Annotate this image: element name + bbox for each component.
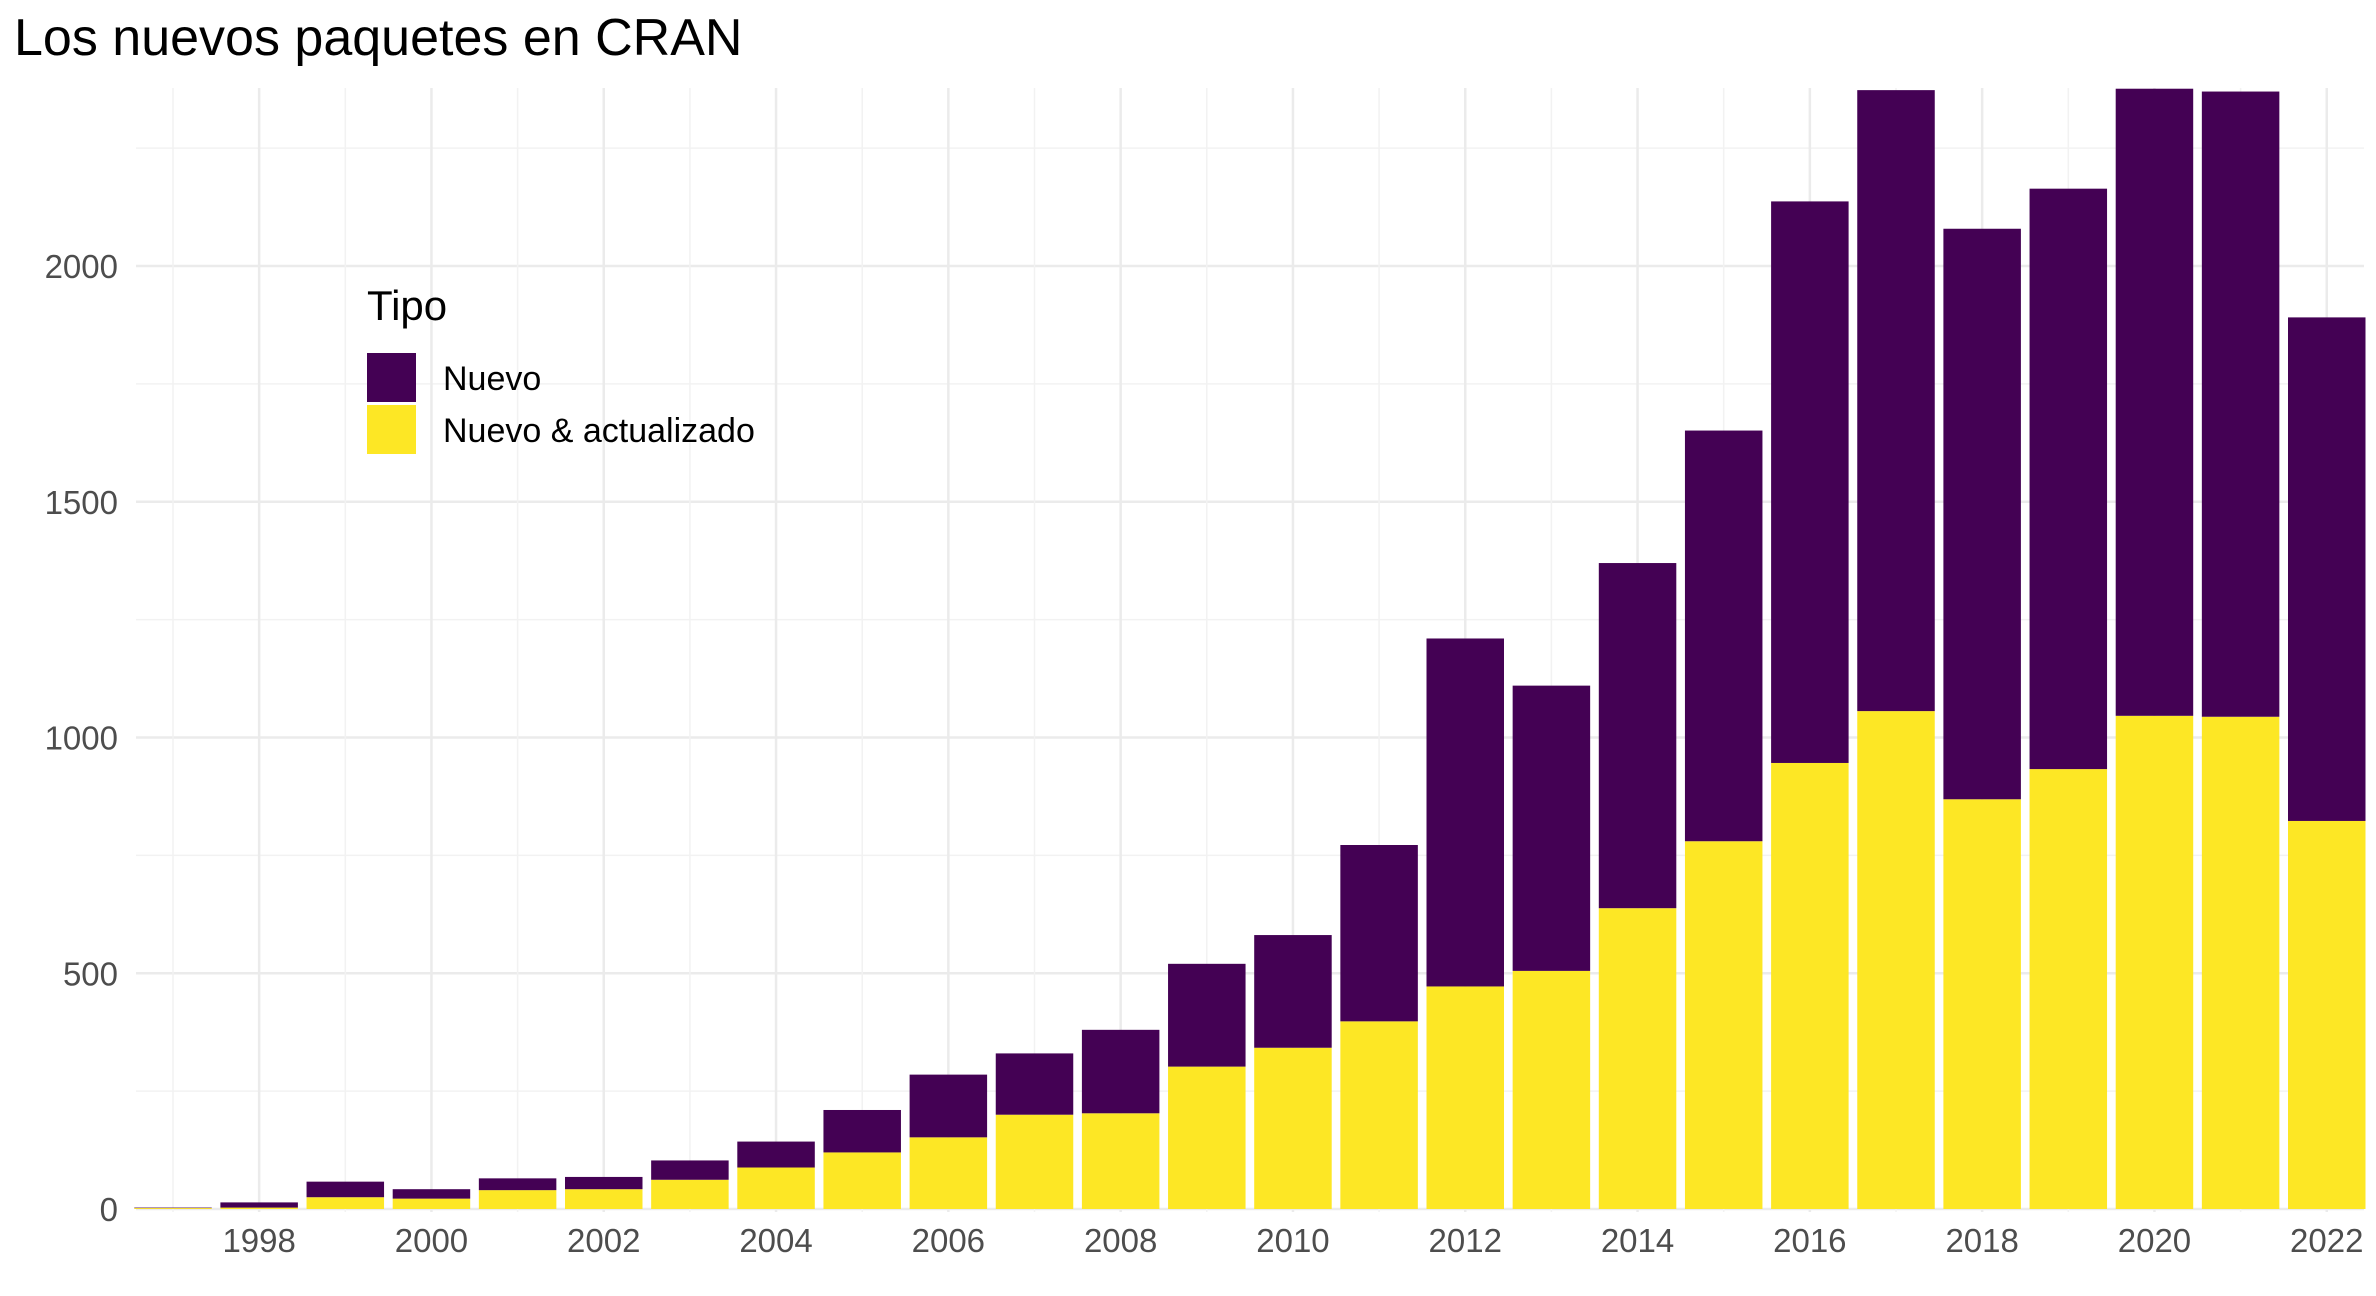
y-tick-label: 500 [63,955,118,992]
bar-segment [2288,820,2366,1209]
bar-segment [1512,685,1591,971]
bar-segment [1081,1029,1160,1114]
bar-segment [2029,188,2108,770]
y-tick-label: 0 [100,1191,118,1228]
bar-segment [2288,317,2366,821]
x-tick-label: 2000 [395,1222,468,1259]
bar-segment [1340,845,1418,1022]
x-tick-label: 2010 [1256,1222,1329,1259]
x-tick-label: 2008 [1084,1222,1157,1259]
bar-segment [306,1197,385,1209]
x-tick-label: 2016 [1773,1222,1846,1259]
bar-segment [220,1207,298,1209]
bar-segment [478,1190,557,1209]
y-tick-label: 1000 [45,720,118,757]
bar-segment [1426,986,1504,1209]
y-tick-label: 1500 [45,484,118,521]
bar-segment [737,1141,815,1168]
bar-segment [1943,228,2021,800]
bar-segment [2029,769,2108,1209]
x-tick-label: 2004 [739,1222,812,1259]
bar-segment [1598,908,1677,1209]
bar-segment [220,1202,298,1208]
x-tick-label: 2022 [2290,1222,2363,1259]
bar-segment [1857,90,1935,712]
bar-segment [1512,970,1591,1209]
bar-segment [1598,563,1677,909]
bar-segment [565,1189,643,1209]
bars [134,88,2366,1209]
x-tick-label: 1998 [222,1222,295,1259]
bar-segment [737,1167,815,1209]
axis-tick-labels: 0 500 1000 1500 2000 1998 2000 2002 2004 2006 2008… [45,248,2364,1259]
legend: Tipo Nuevo Nuevo & actualizado [367,282,755,454]
x-tick-label: 2002 [567,1222,640,1259]
bar-segment [306,1181,385,1198]
bar-segment [1943,799,2021,1209]
bar-segment [1684,841,1763,1209]
bar-segment [565,1176,643,1190]
bar-segment [478,1178,557,1191]
bar-segment [2115,88,2194,716]
legend-label: Nuevo & actualizado [443,412,755,450]
bar-segment [392,1198,471,1209]
bar-segment [1684,430,1763,842]
bar-segment [2201,716,2280,1209]
bar-segment [995,1053,1074,1115]
legend-label: Nuevo [443,360,541,398]
bar-segment [651,1160,729,1180]
legend-title: Tipo [367,282,447,329]
bar-segment [909,1137,988,1209]
x-tick-label: 2020 [2118,1222,2191,1259]
bar-segment [1771,201,1849,763]
bar-segment [2201,91,2280,717]
bar-segment [651,1179,729,1209]
bar-segment [1168,963,1246,1067]
x-tick-label: 2006 [912,1222,985,1259]
legend-key [367,353,416,402]
bar-segment [1168,1066,1246,1209]
bar-segment [1254,935,1332,1048]
bar-segment [392,1189,471,1199]
bar-segment [134,1208,212,1209]
bar-segment [1857,711,1935,1209]
bar-segment [909,1074,988,1138]
bar-segment [1426,638,1504,987]
bar-segment [1340,1021,1418,1209]
bar-segment [2115,715,2194,1209]
chart-title: Los nuevos paquetes en CRAN [14,9,742,67]
bar-segment [1254,1047,1332,1209]
bar-segment [823,1109,901,1153]
bar-segment [995,1114,1074,1209]
legend-key [367,405,416,454]
bar-segment [823,1152,901,1209]
y-tick-label: 2000 [45,248,118,285]
x-tick-label: 2014 [1601,1222,1674,1259]
bar-segment [1771,762,1849,1209]
x-tick-label: 2012 [1429,1222,1502,1259]
x-tick-label: 2018 [1945,1222,2018,1259]
bar-segment [1081,1113,1160,1209]
